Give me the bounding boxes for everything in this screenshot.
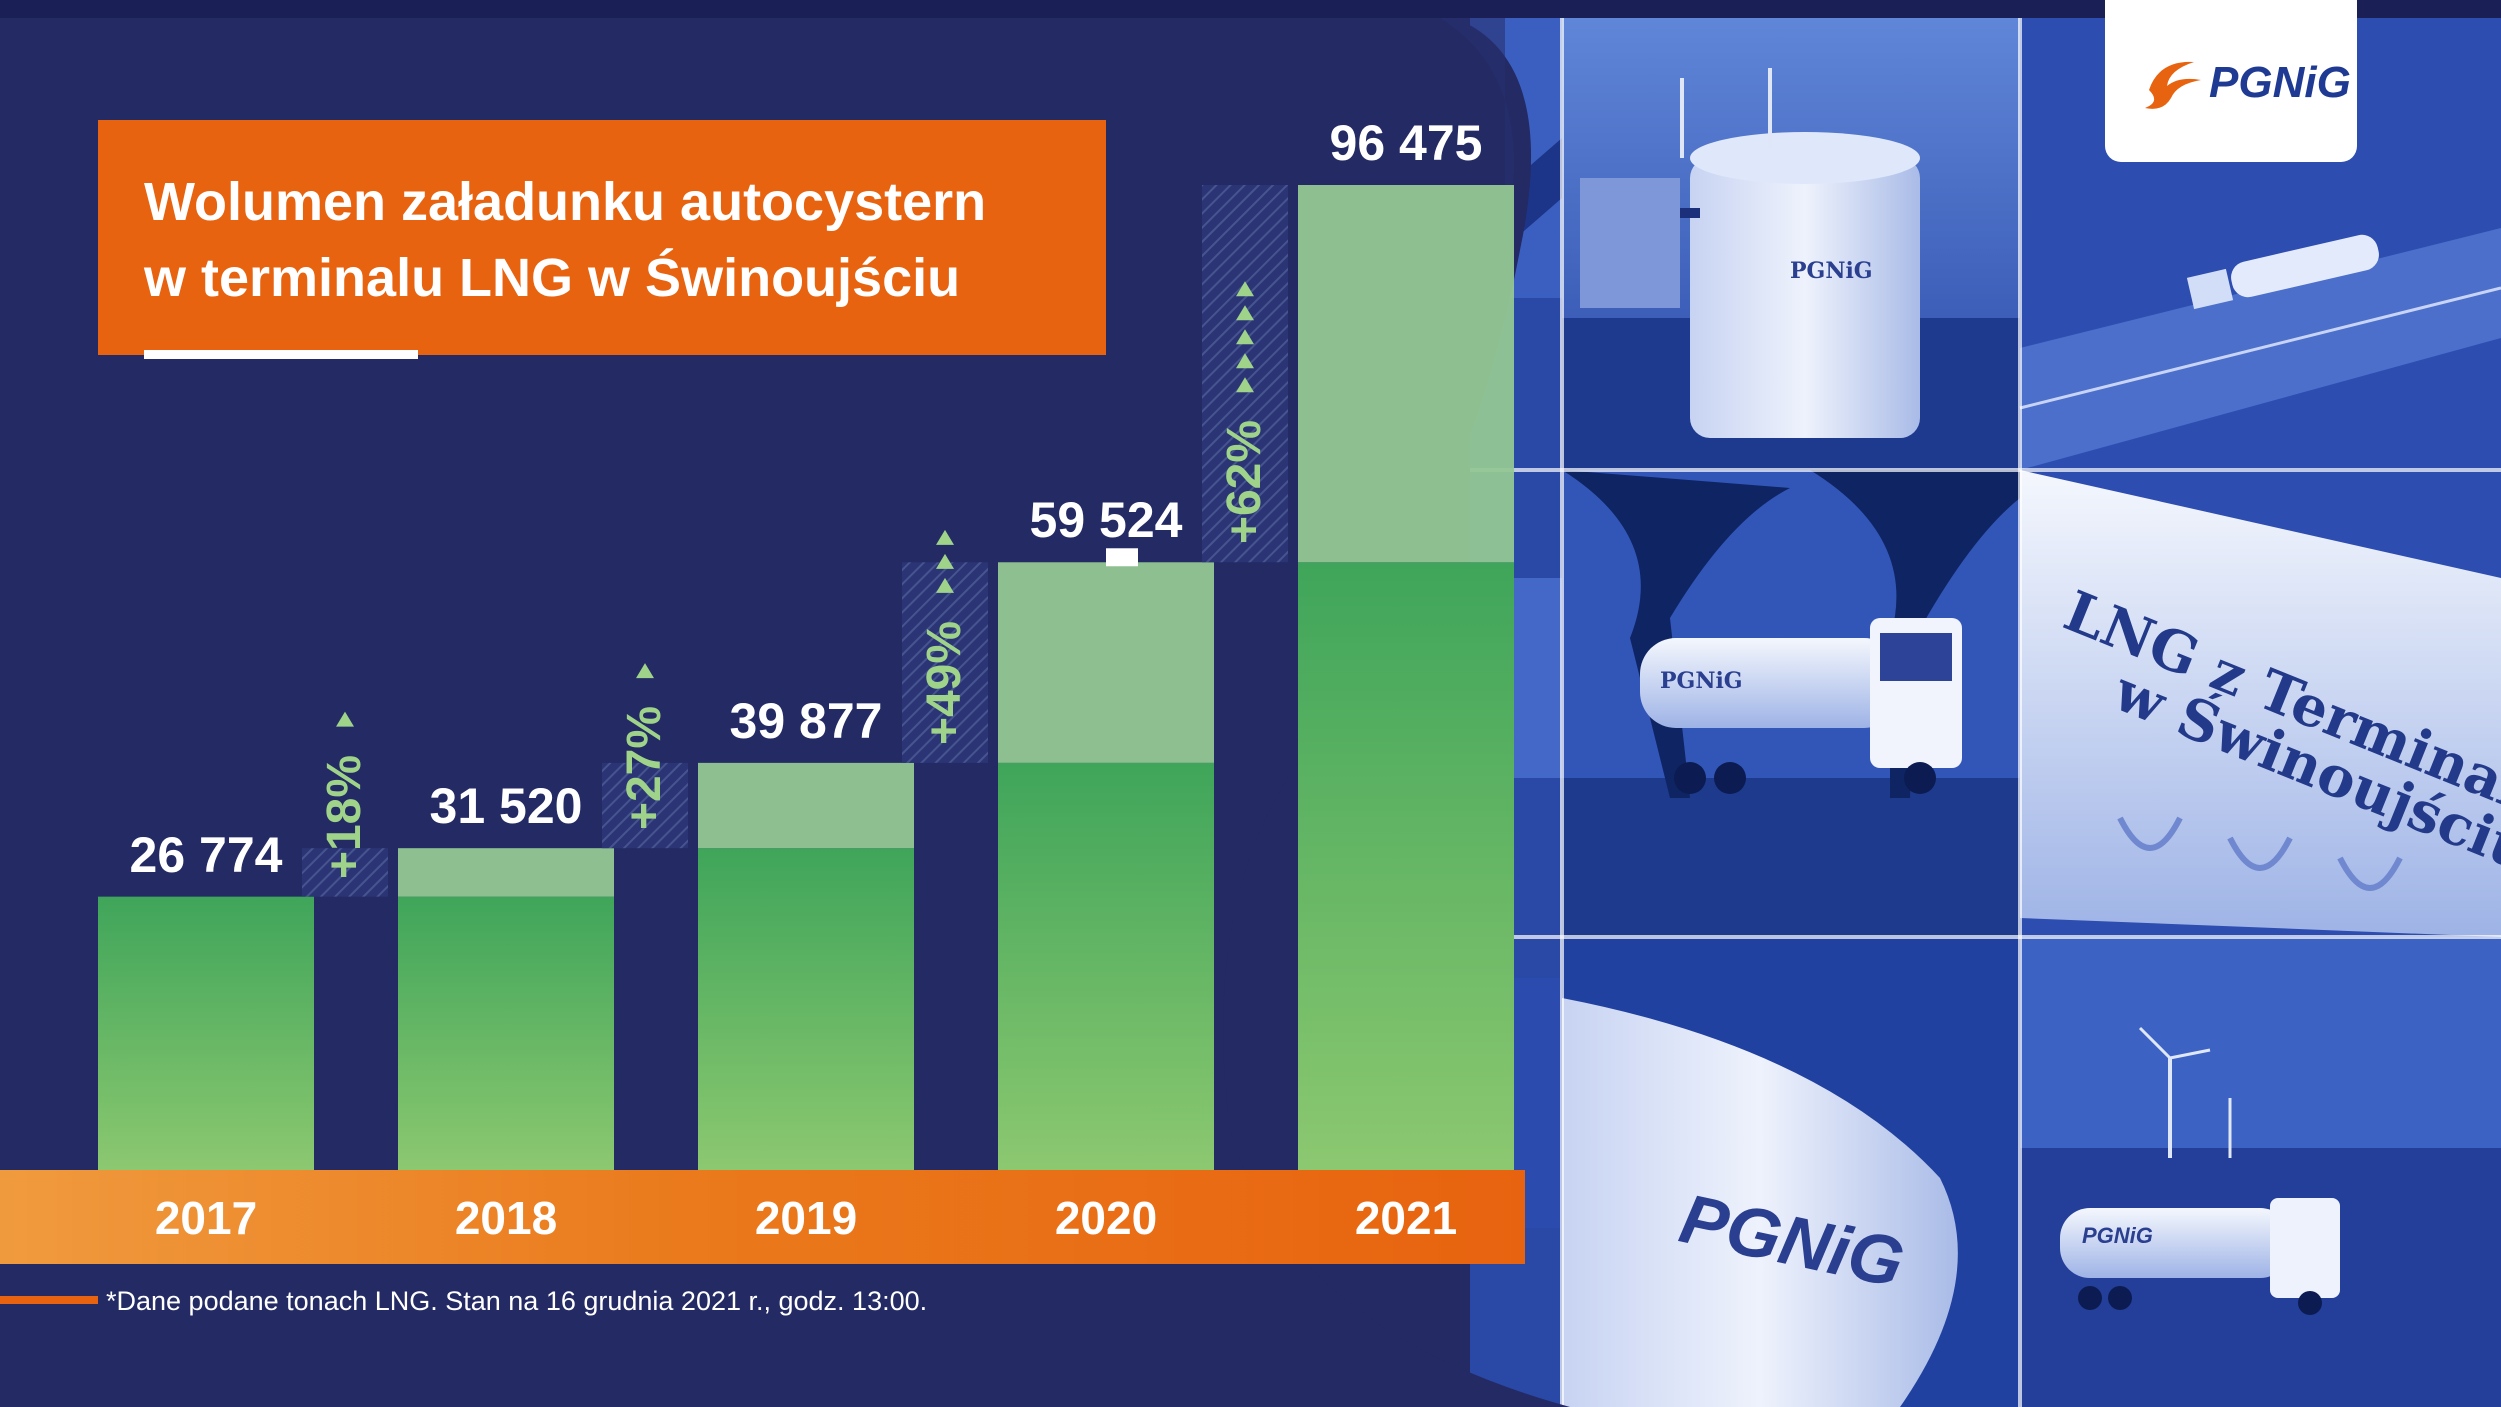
growth-band-2020 bbox=[902, 562, 988, 763]
x-tick-2021: 2021 bbox=[1354, 1192, 1458, 1244]
triangle-up-icon bbox=[636, 663, 654, 679]
growth-label-2021: +62% bbox=[1218, 420, 1271, 545]
bar-increment-2021 bbox=[1298, 185, 1514, 563]
value-label-2018: 31 520 bbox=[429, 778, 583, 835]
value-label-2017: 26 774 bbox=[129, 826, 283, 883]
growth-band-2018 bbox=[302, 848, 388, 897]
x-axis-band bbox=[0, 1170, 1525, 1264]
triangle-up-icon bbox=[1236, 281, 1254, 297]
top-strip bbox=[0, 0, 2501, 18]
bar-increment-2018 bbox=[398, 848, 614, 897]
triangle-up-icon bbox=[1236, 377, 1254, 393]
footnote-accent-line bbox=[0, 1296, 98, 1304]
title-box: Wolumen załadunku autocystern w terminal… bbox=[98, 120, 1106, 359]
triangle-up-icon bbox=[1236, 329, 1254, 345]
bar-2019 bbox=[698, 848, 914, 1170]
triangle-up-icon bbox=[936, 577, 954, 593]
growth-label-2019: +27% bbox=[618, 706, 671, 831]
bar-2021 bbox=[1298, 562, 1514, 1170]
x-tick-2017: 2017 bbox=[154, 1192, 258, 1244]
bar-2018 bbox=[398, 896, 614, 1170]
pgnig-flame-icon bbox=[2145, 61, 2201, 109]
growth-label-2018: +18% bbox=[318, 754, 371, 879]
x-tick-2018: 2018 bbox=[454, 1192, 558, 1244]
logo-text: PGNiG bbox=[2209, 58, 2351, 107]
value-label-2019: 39 877 bbox=[729, 692, 883, 749]
pgnig-logo: PGNiG bbox=[2105, 0, 2357, 162]
tank-logo-text: PGNiG bbox=[1790, 258, 1873, 284]
triangle-up-icon bbox=[336, 711, 354, 727]
bar-2017 bbox=[98, 896, 314, 1170]
triangle-up-icon bbox=[1236, 305, 1254, 321]
bar-2020 bbox=[998, 762, 1214, 1170]
value-label-2020: 59 524 bbox=[1029, 492, 1183, 549]
truck2-logo-text: PGNiG bbox=[2082, 1223, 2153, 1248]
bar-notch-2020 bbox=[1106, 548, 1138, 567]
growth-label-2020: +49% bbox=[918, 620, 971, 745]
growth-band-2021 bbox=[1202, 185, 1288, 563]
value-label-2021: 96 475 bbox=[1329, 115, 1483, 171]
x-tick-2020: 2020 bbox=[1054, 1192, 1158, 1244]
title-line-2: w terminalu LNG w Świnoujściu bbox=[144, 248, 961, 308]
truck-logo-text: PGNiG bbox=[1660, 668, 1743, 694]
x-tick-2019: 2019 bbox=[754, 1192, 858, 1244]
triangle-up-icon bbox=[936, 529, 954, 545]
footnote: *Dane podane tonach LNG. Stan na 16 grud… bbox=[106, 1286, 928, 1316]
title-underline bbox=[144, 350, 418, 359]
triangle-up-icon bbox=[936, 553, 954, 569]
growth-band-2019 bbox=[602, 762, 688, 849]
bar-increment-2020 bbox=[998, 562, 1214, 763]
title-line-1: Wolumen załadunku autocystern bbox=[144, 172, 987, 232]
triangle-up-icon bbox=[1236, 353, 1254, 369]
bar-increment-2019 bbox=[698, 762, 914, 849]
